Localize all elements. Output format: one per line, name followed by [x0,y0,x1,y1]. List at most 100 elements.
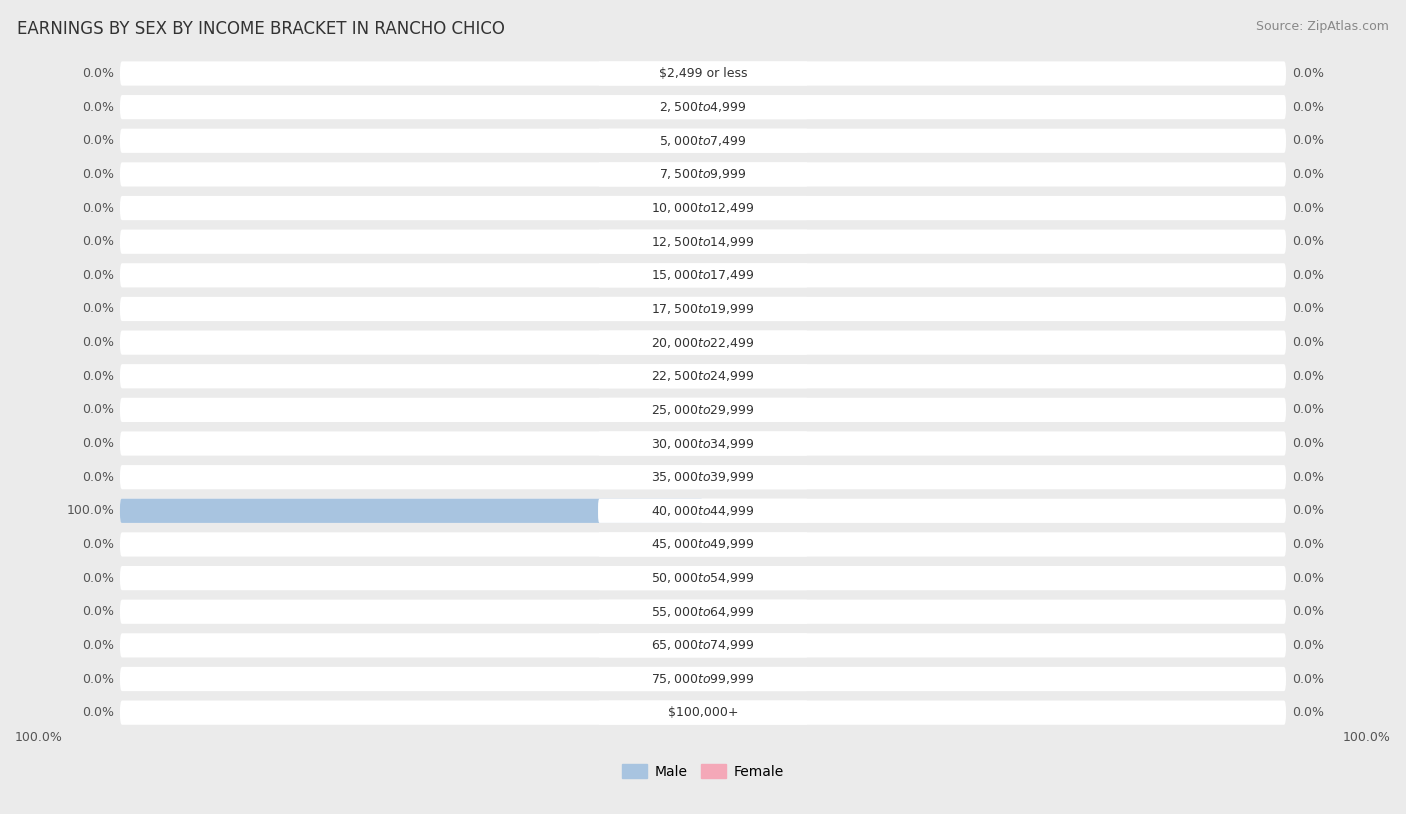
Text: $15,000 to $17,499: $15,000 to $17,499 [651,269,755,282]
Text: $75,000 to $99,999: $75,000 to $99,999 [651,672,755,686]
Text: 0.0%: 0.0% [1292,303,1324,316]
FancyBboxPatch shape [120,499,703,523]
Text: 0.0%: 0.0% [82,269,114,282]
FancyBboxPatch shape [598,129,808,153]
FancyBboxPatch shape [598,701,808,724]
Text: $45,000 to $49,999: $45,000 to $49,999 [651,537,755,551]
Text: 0.0%: 0.0% [82,707,114,719]
Text: 0.0%: 0.0% [1292,437,1324,450]
Text: 0.0%: 0.0% [82,639,114,652]
FancyBboxPatch shape [120,364,1286,388]
FancyBboxPatch shape [598,230,808,254]
FancyBboxPatch shape [598,364,808,388]
FancyBboxPatch shape [120,701,1286,724]
Text: 0.0%: 0.0% [82,437,114,450]
Text: $30,000 to $34,999: $30,000 to $34,999 [651,436,755,450]
Text: 0.0%: 0.0% [1292,538,1324,551]
Text: EARNINGS BY SEX BY INCOME BRACKET IN RANCHO CHICO: EARNINGS BY SEX BY INCOME BRACKET IN RAN… [17,20,505,38]
FancyBboxPatch shape [598,297,808,321]
Text: 0.0%: 0.0% [82,538,114,551]
FancyBboxPatch shape [120,196,1286,220]
Text: $25,000 to $29,999: $25,000 to $29,999 [651,403,755,417]
Text: 100.0%: 100.0% [15,731,63,744]
FancyBboxPatch shape [120,667,1286,691]
Text: 0.0%: 0.0% [1292,505,1324,518]
Text: 0.0%: 0.0% [1292,67,1324,80]
FancyBboxPatch shape [120,330,1286,355]
FancyBboxPatch shape [598,465,808,489]
Text: $100,000+: $100,000+ [668,707,738,719]
FancyBboxPatch shape [120,61,1286,85]
Legend: Male, Female: Male, Female [623,764,783,779]
Text: $20,000 to $22,499: $20,000 to $22,499 [651,335,755,350]
FancyBboxPatch shape [598,667,808,691]
FancyBboxPatch shape [598,330,808,355]
Text: $12,500 to $14,999: $12,500 to $14,999 [651,234,755,249]
Text: 0.0%: 0.0% [1292,606,1324,618]
Text: 0.0%: 0.0% [1292,134,1324,147]
Text: $55,000 to $64,999: $55,000 to $64,999 [651,605,755,619]
FancyBboxPatch shape [120,263,1286,287]
FancyBboxPatch shape [120,431,1286,456]
Text: 0.0%: 0.0% [1292,168,1324,181]
Text: $35,000 to $39,999: $35,000 to $39,999 [651,470,755,484]
FancyBboxPatch shape [598,61,808,85]
Text: $2,500 to $4,999: $2,500 to $4,999 [659,100,747,114]
Text: 0.0%: 0.0% [1292,370,1324,383]
FancyBboxPatch shape [598,532,808,557]
Text: 0.0%: 0.0% [82,404,114,417]
Text: $40,000 to $44,999: $40,000 to $44,999 [651,504,755,518]
FancyBboxPatch shape [120,499,1286,523]
Text: 0.0%: 0.0% [1292,336,1324,349]
FancyBboxPatch shape [120,532,1286,557]
Text: 0.0%: 0.0% [1292,202,1324,215]
Text: 0.0%: 0.0% [82,235,114,248]
Text: 0.0%: 0.0% [82,134,114,147]
FancyBboxPatch shape [598,600,808,624]
Text: 100.0%: 100.0% [66,505,114,518]
Text: 0.0%: 0.0% [82,370,114,383]
Text: 0.0%: 0.0% [1292,404,1324,417]
FancyBboxPatch shape [598,398,808,422]
Text: $65,000 to $74,999: $65,000 to $74,999 [651,638,755,652]
Text: 0.0%: 0.0% [1292,639,1324,652]
Text: $17,500 to $19,999: $17,500 to $19,999 [651,302,755,316]
FancyBboxPatch shape [598,263,808,287]
FancyBboxPatch shape [120,566,1286,590]
Text: 0.0%: 0.0% [1292,672,1324,685]
FancyBboxPatch shape [120,398,1286,422]
FancyBboxPatch shape [120,465,1286,489]
FancyBboxPatch shape [598,566,808,590]
FancyBboxPatch shape [120,633,1286,658]
FancyBboxPatch shape [598,95,808,119]
FancyBboxPatch shape [120,162,1286,186]
Text: 0.0%: 0.0% [1292,707,1324,719]
FancyBboxPatch shape [598,499,808,523]
Text: 0.0%: 0.0% [82,571,114,584]
FancyBboxPatch shape [598,431,808,456]
FancyBboxPatch shape [120,129,1286,153]
FancyBboxPatch shape [120,600,1286,624]
Text: 0.0%: 0.0% [82,101,114,114]
FancyBboxPatch shape [598,633,808,658]
Text: 0.0%: 0.0% [82,168,114,181]
Text: 100.0%: 100.0% [1343,731,1391,744]
FancyBboxPatch shape [598,162,808,186]
FancyBboxPatch shape [120,297,1286,321]
FancyBboxPatch shape [598,196,808,220]
Text: $5,000 to $7,499: $5,000 to $7,499 [659,133,747,148]
Text: $10,000 to $12,499: $10,000 to $12,499 [651,201,755,215]
Text: 0.0%: 0.0% [82,606,114,618]
Text: 0.0%: 0.0% [82,202,114,215]
Text: 0.0%: 0.0% [82,336,114,349]
Text: $50,000 to $54,999: $50,000 to $54,999 [651,571,755,585]
Text: 0.0%: 0.0% [82,470,114,484]
Text: 0.0%: 0.0% [1292,470,1324,484]
Text: 0.0%: 0.0% [82,67,114,80]
FancyBboxPatch shape [120,230,1286,254]
Text: $22,500 to $24,999: $22,500 to $24,999 [651,370,755,383]
FancyBboxPatch shape [120,95,1286,119]
Text: 0.0%: 0.0% [1292,269,1324,282]
Text: $2,499 or less: $2,499 or less [659,67,747,80]
Text: 0.0%: 0.0% [1292,235,1324,248]
